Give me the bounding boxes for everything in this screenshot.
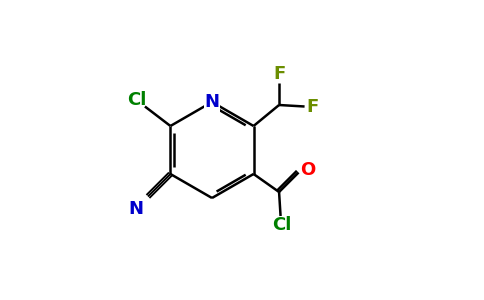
Text: F: F [273,65,285,83]
Text: N: N [128,200,143,218]
Text: F: F [307,98,319,116]
Text: Cl: Cl [127,91,146,109]
Text: O: O [300,160,315,178]
Text: Cl: Cl [272,216,292,234]
Text: N: N [205,93,220,111]
